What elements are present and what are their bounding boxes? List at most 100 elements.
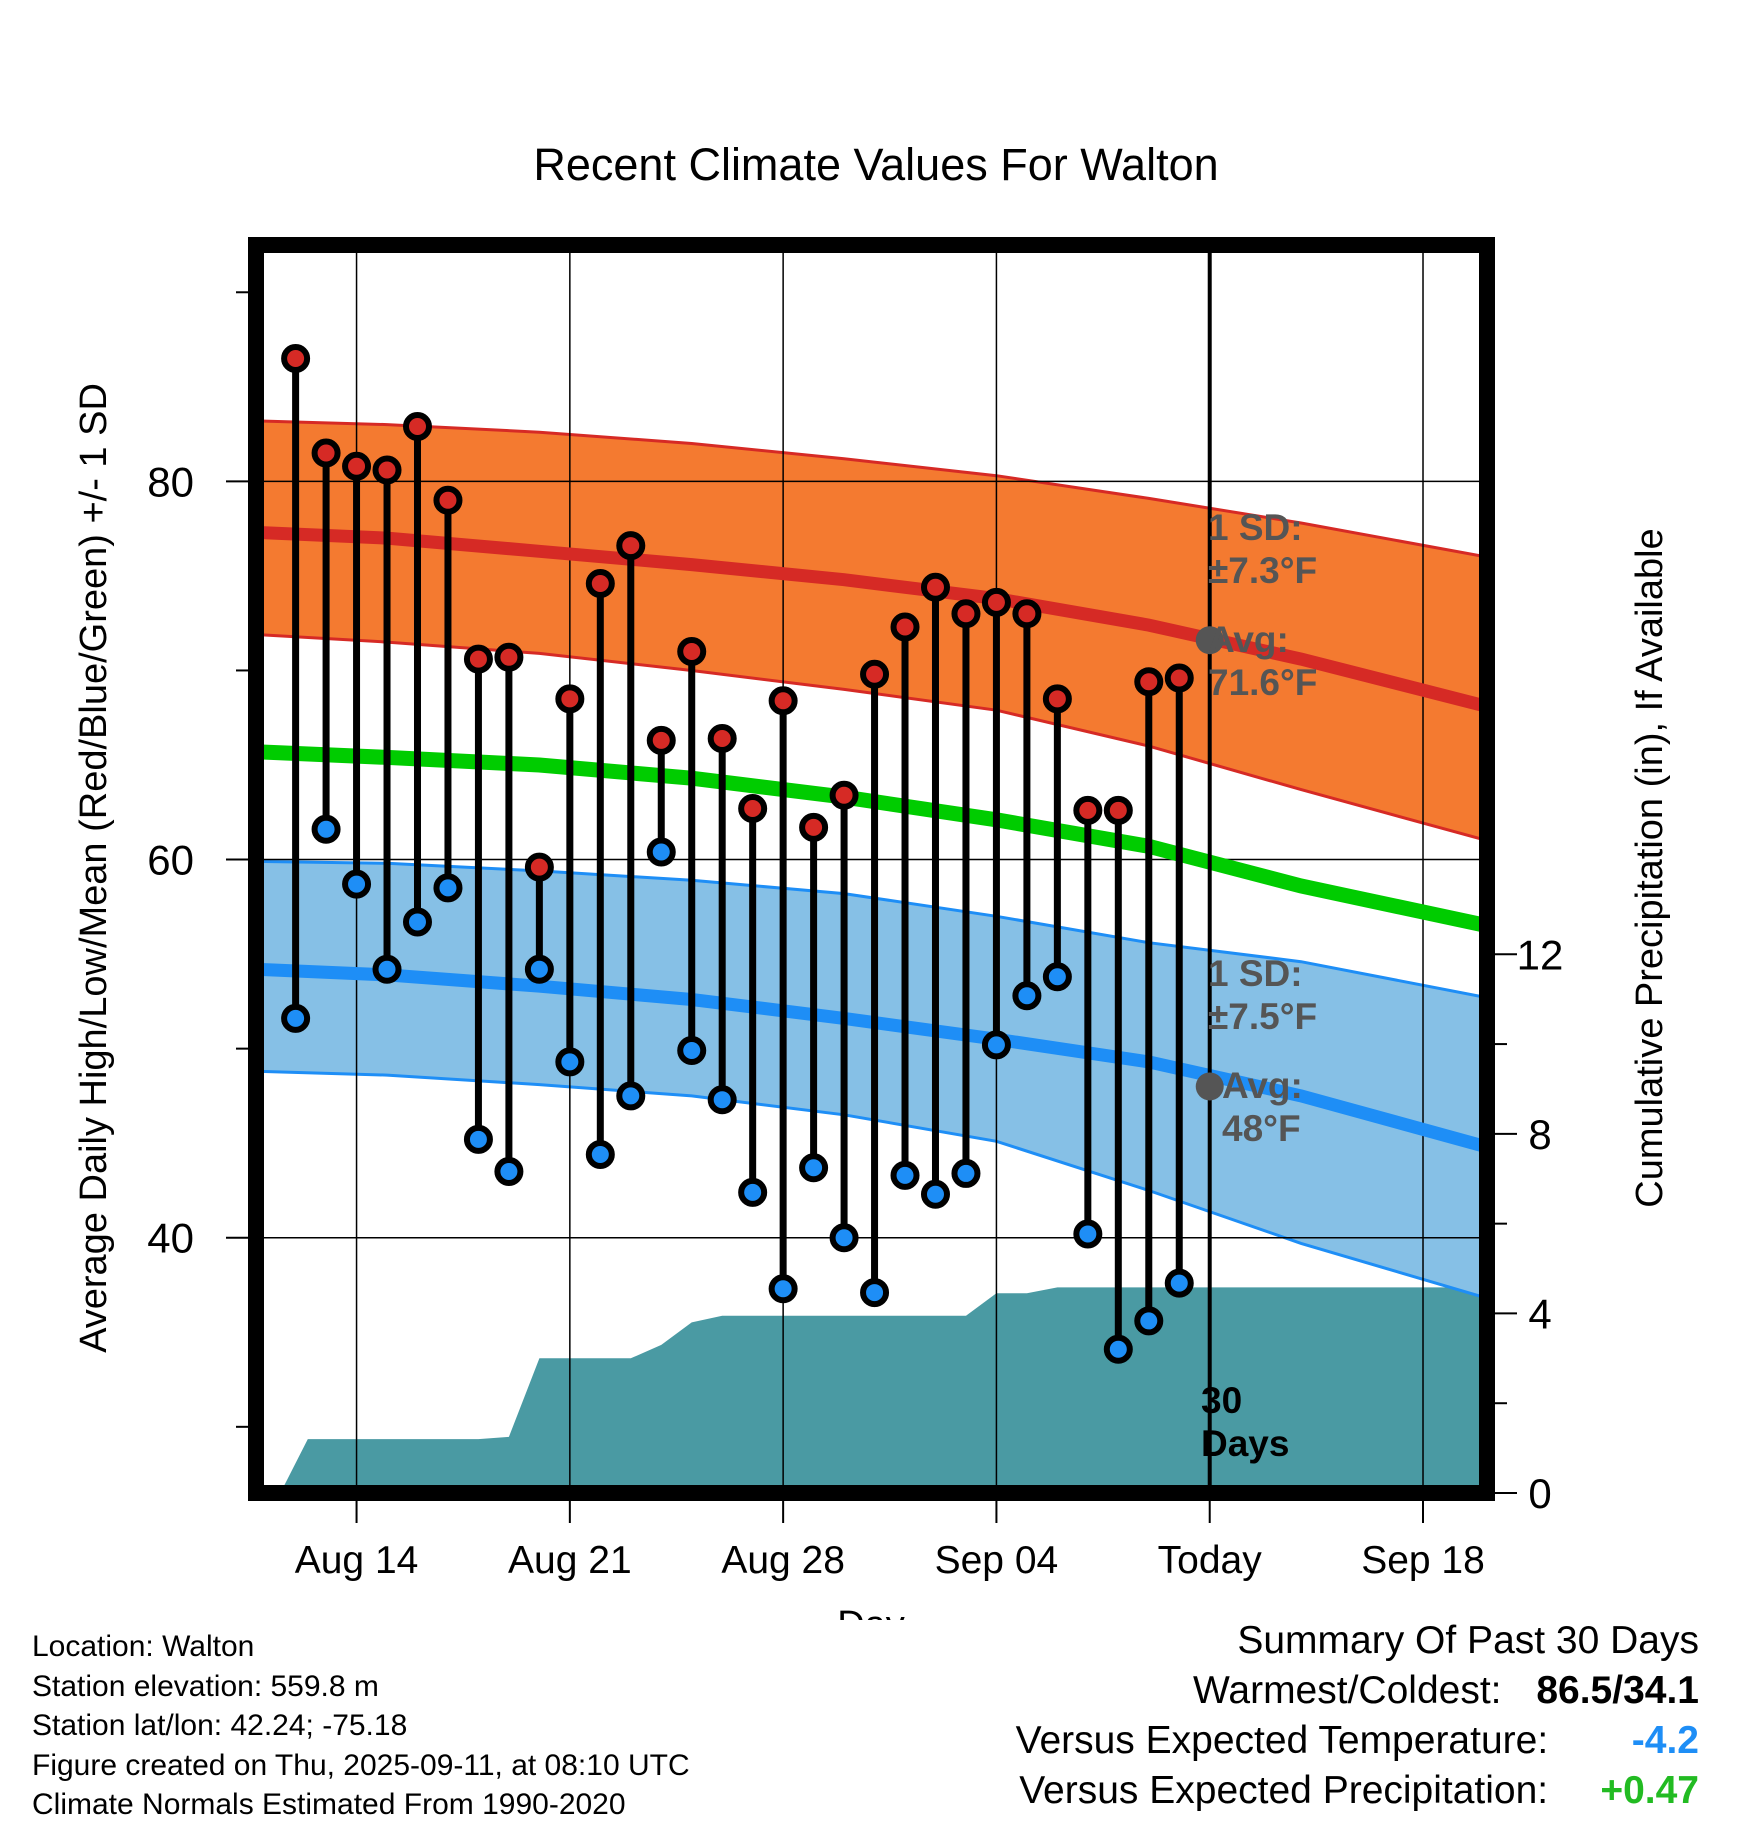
avg-markers	[1195, 626, 1224, 1101]
temp-delta-row: Versus Expected Temperature: -4.2	[1016, 1716, 1699, 1766]
high-temp-point	[585, 568, 615, 598]
high-temp-point	[494, 642, 524, 672]
y-axis-right: 0 4 8 12	[1495, 931, 1563, 1517]
low-temp-point	[372, 954, 402, 984]
low-temp-point	[281, 1003, 311, 1033]
high-temp-point	[555, 684, 585, 714]
high-temp-point	[311, 438, 341, 468]
precip-layer	[280, 1287, 1487, 1493]
plot-frame	[248, 237, 1495, 1501]
location-text: Location: Walton	[32, 1630, 255, 1663]
low-temp-point	[524, 954, 554, 984]
low-temp-point	[402, 907, 432, 937]
high-temp-point	[951, 599, 981, 629]
low-temp-point	[799, 1153, 829, 1183]
high-temp-point	[372, 455, 402, 485]
high-temp-point	[646, 725, 676, 755]
high-sd-label: 1 SD:	[1208, 507, 1303, 548]
y-right-tick-label: 0	[1528, 1470, 1551, 1517]
high-temp-point	[1103, 795, 1133, 825]
low-temp-point	[311, 814, 341, 844]
high-avg-marker	[1195, 626, 1224, 655]
y-right-tick-label: 12	[1517, 931, 1564, 978]
low-temp-point	[646, 837, 676, 867]
low-temp-point	[433, 873, 463, 903]
temp-delta-label: Versus Expected Temperature:	[1015, 1719, 1549, 1762]
normals-text: Climate Normals Estimated From 1990-2020	[32, 1788, 626, 1821]
low-temp-point	[920, 1179, 950, 1209]
low-temp-point	[1042, 962, 1072, 992]
precip-delta-label: Versus Expected Precipitation:	[1019, 1769, 1549, 1812]
low-temp-point	[981, 1030, 1011, 1060]
low-temp-point	[1012, 981, 1042, 1011]
low-sd-value: ±7.5°F	[1208, 996, 1317, 1037]
high-sd-band-lower-edge	[256, 633, 1487, 843]
precip-area	[280, 1287, 1487, 1493]
low-temp-point	[1164, 1268, 1194, 1298]
temp-delta-value: -4.2	[1631, 1719, 1699, 1762]
high-temp-point	[768, 686, 798, 716]
low-temp-point	[1134, 1306, 1164, 1336]
created-text: Figure created on Thu, 2025-09-11, at 08…	[32, 1748, 690, 1782]
high-temp-point	[1042, 684, 1072, 714]
low-temp-point	[1073, 1219, 1103, 1249]
x-tick-label: Aug 14	[295, 1539, 419, 1582]
high-temp-point	[524, 852, 554, 882]
low-sd-label: 1 SD:	[1208, 953, 1303, 994]
x-tick-label: Aug 21	[508, 1539, 632, 1582]
high-temp-point	[707, 724, 737, 754]
station-info: Location: Walton Station elevation: 559.…	[32, 1627, 690, 1825]
chart-title: Recent Climate Values For Walton	[533, 139, 1218, 190]
low-temp-point	[890, 1160, 920, 1190]
low-temp-point	[738, 1177, 768, 1207]
y-right-tick-label: 8	[1528, 1111, 1551, 1158]
high-temp-point	[860, 659, 890, 689]
warm-cold-value: 86.5/34.1	[1536, 1669, 1699, 1712]
daily-stems	[292, 358, 1183, 1350]
daily-dots	[281, 343, 1194, 1364]
x-tick-label: Aug 28	[721, 1539, 845, 1582]
x-tick-label: Sep 04	[935, 1539, 1059, 1582]
low-temp-point	[707, 1085, 737, 1115]
high-temp-point	[281, 343, 311, 373]
precip-delta-row: Versus Expected Precipitation: +0.47	[1016, 1766, 1699, 1816]
y-left-tick-label: 80	[147, 458, 194, 505]
low-temp-point	[585, 1140, 615, 1170]
high-temp-point	[799, 812, 829, 842]
high-temp-point	[342, 451, 372, 481]
y-left-tick-label: 60	[147, 837, 194, 884]
y-axis-label-left: Average Daily High/Low/Mean (Red/Blue/Gr…	[73, 383, 115, 1353]
y-right-tick-label: 4	[1528, 1290, 1551, 1337]
high-temp-point	[1164, 663, 1194, 693]
days-count: 30	[1201, 1380, 1242, 1421]
low-avg-marker	[1195, 1072, 1224, 1101]
high-avg-label: Avg:	[1208, 619, 1289, 660]
low-temp-point	[860, 1278, 890, 1308]
x-tick-label: Sep 18	[1361, 1539, 1485, 1582]
low-temp-point	[951, 1158, 981, 1188]
x-axis: Aug 14 Aug 21 Aug 28 Sep 04 Today Sep 18	[295, 1501, 1485, 1582]
high-temp-point	[981, 587, 1011, 617]
summary-panel: Summary Of Past 30 Days Warmest/Coldest:…	[1016, 1616, 1699, 1816]
low-temp-point	[463, 1124, 493, 1154]
low-temp-point	[555, 1047, 585, 1077]
x-tick-label: Today	[1158, 1539, 1263, 1582]
y-axis-label-right: Cumulative Precipitation (in), If Availa…	[1629, 528, 1671, 1207]
warm-cold-label: Warmest/Coldest:	[1193, 1669, 1502, 1712]
precip-delta-value: +0.47	[1600, 1769, 1699, 1812]
low-temp-point	[1103, 1334, 1133, 1364]
y-axis-left: 40 60 80	[147, 291, 248, 1428]
low-avg-label: Avg:	[1222, 1065, 1303, 1106]
high-temp-point	[1012, 599, 1042, 629]
low-temp-point	[768, 1274, 798, 1304]
warm-cold-row: Warmest/Coldest: 86.5/34.1	[1016, 1666, 1699, 1716]
low-avg-value: 48°F	[1222, 1108, 1301, 1149]
high-temp-point	[463, 644, 493, 674]
days-word: Days	[1201, 1423, 1289, 1464]
annotations: 1 SD: ±7.3°F Avg: 71.6°F 1 SD: ±7.5°F Av…	[1201, 507, 1317, 1464]
low-temp-point	[616, 1081, 646, 1111]
y-left-tick-label: 40	[147, 1215, 194, 1262]
summary-heading: Summary Of Past 30 Days	[1237, 1619, 1699, 1662]
x-axis-label: Day	[837, 1604, 905, 1620]
high-temp-point	[1134, 667, 1164, 697]
